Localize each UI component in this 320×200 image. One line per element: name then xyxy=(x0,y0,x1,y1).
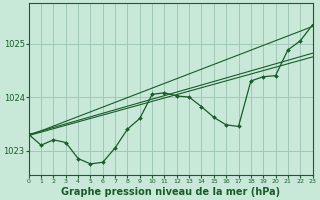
X-axis label: Graphe pression niveau de la mer (hPa): Graphe pression niveau de la mer (hPa) xyxy=(61,187,280,197)
